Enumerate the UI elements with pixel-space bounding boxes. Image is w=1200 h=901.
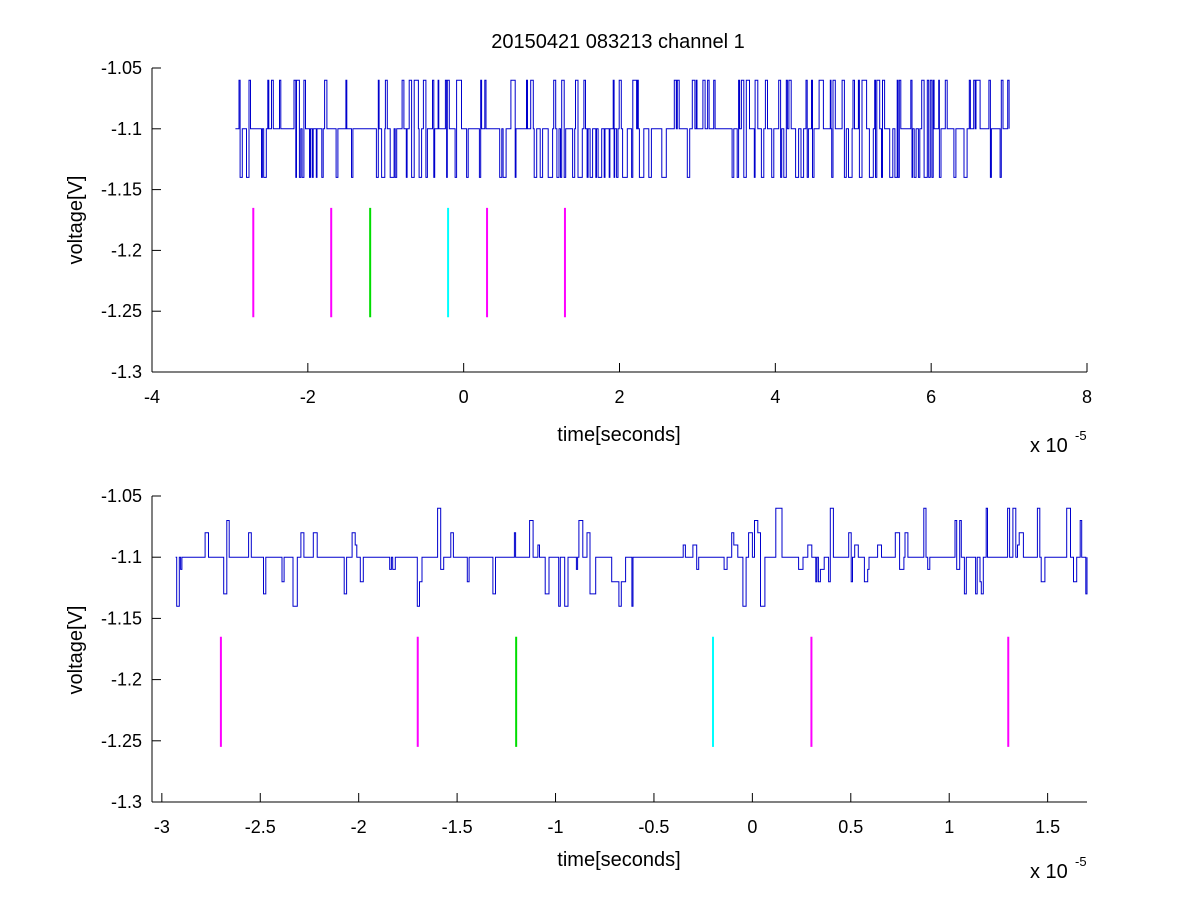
top-x-multiplier-base: x 10 xyxy=(1030,435,1068,457)
y-tick-label: -1.2 xyxy=(111,670,142,690)
top-axes: -4 -2 0 2 4 6 8 -1.05 -1.1 -1.15 -1.2 -1.25 -1.3 ti… xyxy=(65,58,1092,457)
x-tick-label: -2 xyxy=(351,817,367,837)
voltage-series-line xyxy=(175,507,1088,607)
x-tick-label: 1.5 xyxy=(1035,817,1060,837)
bottom-y-ticks: -1.05 -1.1 -1.15 -1.2 -1.25 -1.3 xyxy=(101,486,161,812)
y-tick-label: -1.2 xyxy=(111,240,142,260)
bottom-x-multiplier: x 10 -5 xyxy=(1030,854,1087,883)
y-tick-label: -1.1 xyxy=(111,119,142,139)
x-tick-label: -2 xyxy=(300,387,316,407)
y-tick-label: -1.3 xyxy=(111,792,142,812)
top-x-multiplier-exponent: -5 xyxy=(1075,428,1087,443)
bottom-axes: -3 -2.5 -2 -1.5 -1 -0.5 0 0.5 1 1.5 -1.05 -1.1 -1.1… xyxy=(65,486,1088,883)
x-tick-label: 0.5 xyxy=(838,817,863,837)
y-tick-label: -1.15 xyxy=(101,608,142,628)
bottom-axes-frame xyxy=(151,496,1087,803)
y-tick-label: -1.05 xyxy=(101,486,142,506)
bottom-x-axis-label: time[seconds] xyxy=(557,849,680,871)
y-tick-label: -1.1 xyxy=(111,547,142,567)
bottom-x-multiplier-base: x 10 xyxy=(1030,861,1068,883)
y-tick-label: -1.3 xyxy=(111,362,142,382)
top-voltage-trace xyxy=(235,79,1010,178)
x-tick-label: 8 xyxy=(1082,387,1092,407)
x-tick-label: 2 xyxy=(614,387,624,407)
top-y-axis-label: voltage[V] xyxy=(65,176,87,265)
y-tick-label: -1.25 xyxy=(101,731,142,751)
x-tick-label: 1 xyxy=(944,817,954,837)
bottom-event-markers xyxy=(219,636,1010,747)
x-tick-label: 0 xyxy=(459,387,469,407)
top-event-markers xyxy=(252,207,566,318)
y-tick-label: -1.25 xyxy=(101,301,142,321)
bottom-voltage-trace xyxy=(175,507,1088,607)
x-tick-label: -4 xyxy=(144,387,160,407)
top-x-ticks: -4 -2 0 2 4 6 8 xyxy=(144,363,1092,407)
top-x-multiplier: x 10 -5 xyxy=(1030,428,1087,457)
voltage-series-line xyxy=(235,79,1010,178)
top-x-axis-label: time[seconds] xyxy=(557,424,680,446)
top-y-ticks: -1.05 -1.1 -1.15 -1.2 -1.25 -1.3 xyxy=(101,58,161,382)
bottom-x-multiplier-exponent: -5 xyxy=(1075,854,1087,869)
x-tick-label: -0.5 xyxy=(638,817,669,837)
bottom-x-ticks: -3 -2.5 -2 -1.5 -1 -0.5 0 0.5 1 1.5 xyxy=(154,793,1060,837)
x-tick-label: 6 xyxy=(926,387,936,407)
bottom-y-axis-label: voltage[V] xyxy=(65,606,87,695)
chart-title: 20150421 083213 channel 1 xyxy=(491,31,745,53)
x-tick-label: -3 xyxy=(154,817,170,837)
x-tick-label: -1.5 xyxy=(442,817,473,837)
y-tick-label: -1.15 xyxy=(101,180,142,200)
x-tick-label: 0 xyxy=(747,817,757,837)
y-tick-label: -1.05 xyxy=(101,58,142,78)
x-tick-label: -2.5 xyxy=(245,817,276,837)
x-tick-label: 4 xyxy=(770,387,780,407)
x-tick-label: -1 xyxy=(548,817,564,837)
